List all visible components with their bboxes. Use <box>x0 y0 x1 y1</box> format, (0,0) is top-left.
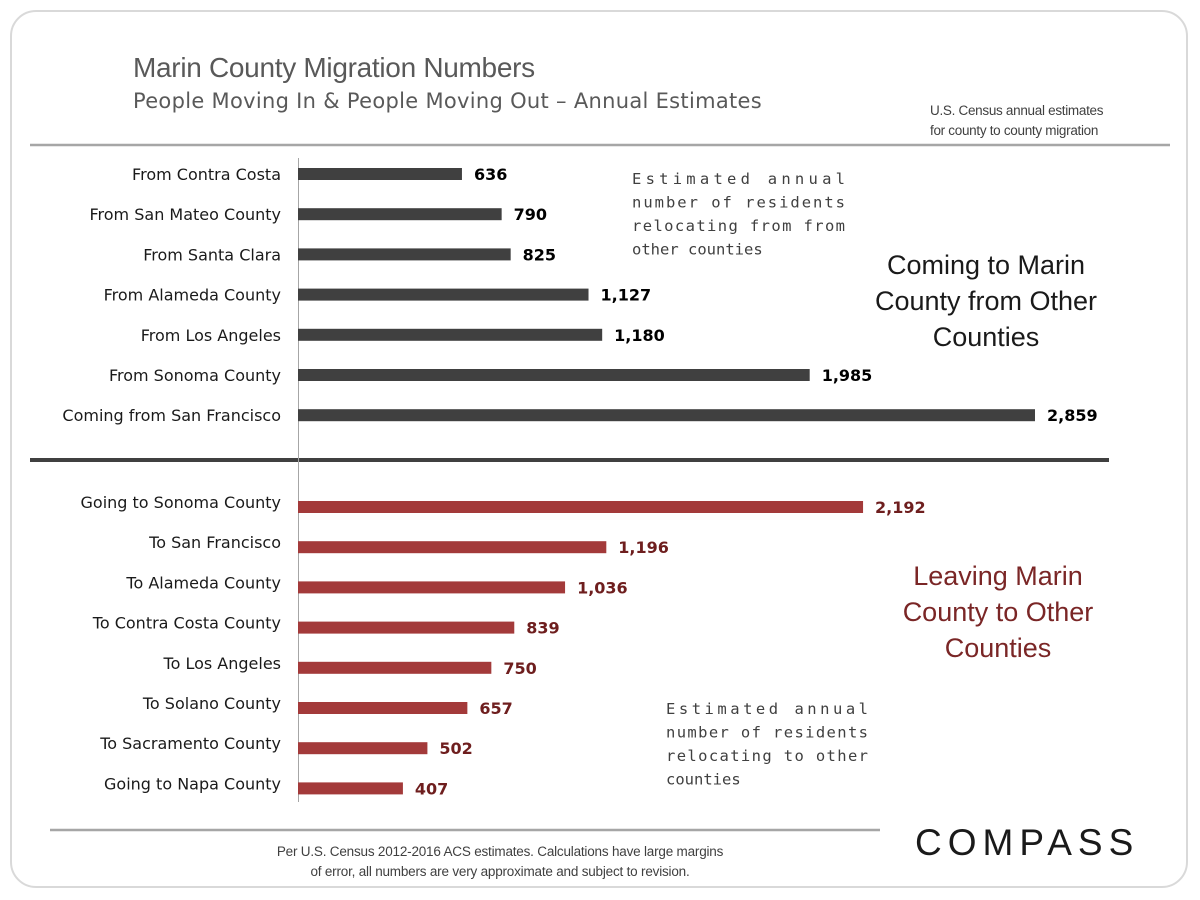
value-label-outgoing-to-sacramento-county: 502 <box>439 739 472 758</box>
slide-frame <box>10 10 1188 888</box>
bar-outgoing-to-sacramento-county <box>298 742 428 755</box>
annotation-layer: Coming to Marin County from Other Counties… <box>632 170 1097 789</box>
annotation-incoming-line3: relocating from from <box>632 217 845 235</box>
category-label-incoming-from-contra-costa: From Contra Costa <box>132 165 281 184</box>
bar-outgoing-to-alameda-county <box>298 581 566 594</box>
value-label-outgoing-going-to-napa-county: 407 <box>415 779 448 798</box>
panel-heading-outgoing-line3: Counties <box>945 633 1052 663</box>
bar-outgoing-to-solano-county <box>298 702 468 714</box>
bar-incoming-from-sonoma-county <box>298 369 810 381</box>
bar-outgoing-to-contra-costa-county <box>298 621 515 634</box>
category-label-incoming-from-sonoma-county: From Sonoma County <box>109 366 281 385</box>
value-label-incoming-from-santa-clara: 825 <box>523 245 556 264</box>
value-label-incoming-from-contra-costa: 636 <box>474 165 507 184</box>
category-label-outgoing-to-sacramento-county: To Sacramento County <box>99 734 281 753</box>
category-label-outgoing-going-to-sonoma-county: Going to Sonoma County <box>81 493 282 512</box>
source-note-line1: U.S. Census annual estimates <box>930 103 1104 118</box>
value-label-outgoing-to-contra-costa-county: 839 <box>526 619 559 638</box>
value-label-outgoing-going-to-sonoma-county: 2,192 <box>875 498 926 517</box>
footnote-line1: Per U.S. Census 2012-2016 ACS estimates.… <box>276 844 724 859</box>
value-label-incoming-from-san-mateo-county: 790 <box>514 205 547 224</box>
bar-outgoing-to-los-angeles <box>298 661 492 674</box>
bar-incoming-from-alameda-county <box>298 288 589 301</box>
panel-heading-incoming-line2: County from Other <box>875 286 1097 316</box>
annotation-outgoing-line2: number of residents <box>666 724 868 742</box>
panel-heading-incoming-line1: Coming to Marin <box>887 250 1085 280</box>
annotation-outgoing-line1: Estimated annual <box>666 700 868 718</box>
bar-incoming-from-los-angeles <box>298 328 603 341</box>
chart-subtitle: People Moving In & People Moving Out – A… <box>133 89 762 113</box>
bar-outgoing-to-san-francisco <box>298 541 607 554</box>
category-label-outgoing-to-alameda-county: To Alameda County <box>125 573 281 592</box>
category-label-outgoing-to-solano-county: To Solano County <box>142 694 281 713</box>
category-label-outgoing-to-contra-costa-county: To Contra Costa County <box>92 614 281 633</box>
annotation-incoming-line2: number of residents <box>632 194 845 212</box>
value-label-incoming-coming-from-san-francisco: 2,859 <box>1047 406 1098 425</box>
category-label-outgoing-to-san-francisco: To San Francisco <box>148 533 281 552</box>
value-label-incoming-from-los-angeles: 1,180 <box>614 326 665 345</box>
annotation-incoming-line1: Estimated annual <box>632 170 845 188</box>
bar-incoming-from-san-mateo-county <box>298 208 502 221</box>
source-note-line2: for county to county migration <box>930 123 1099 138</box>
category-label-outgoing-to-los-angeles: To Los Angeles <box>163 654 281 673</box>
annotation-outgoing-line3: relocating to other <box>666 747 868 765</box>
bar-outgoing-going-to-napa-county <box>298 782 403 795</box>
bar-incoming-from-contra-costa <box>298 168 462 180</box>
value-label-incoming-from-sonoma-county: 1,985 <box>822 366 873 385</box>
panel-heading-incoming-line3: Counties <box>933 322 1040 352</box>
annotation-outgoing-line4: counties <box>666 771 741 789</box>
category-label-incoming-coming-from-san-francisco: Coming from San Francisco <box>62 406 281 425</box>
bar-incoming-from-santa-clara <box>298 248 511 261</box>
value-label-outgoing-to-san-francisco: 1,196 <box>618 538 669 557</box>
category-label-incoming-from-alameda-county: From Alameda County <box>104 286 281 305</box>
category-label-incoming-from-san-mateo-county: From San Mateo County <box>90 205 282 224</box>
category-label-incoming-from-santa-clara: From Santa Clara <box>143 245 281 264</box>
compass-logo: COMPASS <box>915 822 1140 863</box>
label-layer: From Contra Costa 636 From San Mateo Count… <box>62 165 1097 798</box>
source-note: U.S. Census annual estimates for county … <box>930 101 1104 141</box>
footnote: Per U.S. Census 2012-2016 ACS estimates.… <box>200 842 800 882</box>
panel-heading-outgoing-line1: Leaving Marin <box>913 561 1083 591</box>
value-label-incoming-from-alameda-county: 1,127 <box>601 286 652 305</box>
value-label-outgoing-to-los-angeles: 750 <box>503 659 536 678</box>
category-label-incoming-from-los-angeles: From Los Angeles <box>141 326 281 345</box>
value-label-outgoing-to-alameda-county: 1,036 <box>577 578 628 597</box>
bar-layer <box>298 168 1035 795</box>
footnote-line2: of error, all numbers are very approxima… <box>310 864 690 879</box>
panel-heading-outgoing-line2: County to Other <box>903 597 1094 627</box>
bar-outgoing-going-to-sonoma-county <box>298 501 864 513</box>
chart-title: Marin County Migration Numbers <box>133 52 535 83</box>
annotation-incoming-line4: other counties <box>632 241 763 259</box>
category-label-outgoing-going-to-napa-county: Going to Napa County <box>104 774 281 793</box>
bar-incoming-coming-from-san-francisco <box>298 409 1035 422</box>
value-label-outgoing-to-solano-county: 657 <box>479 699 512 718</box>
